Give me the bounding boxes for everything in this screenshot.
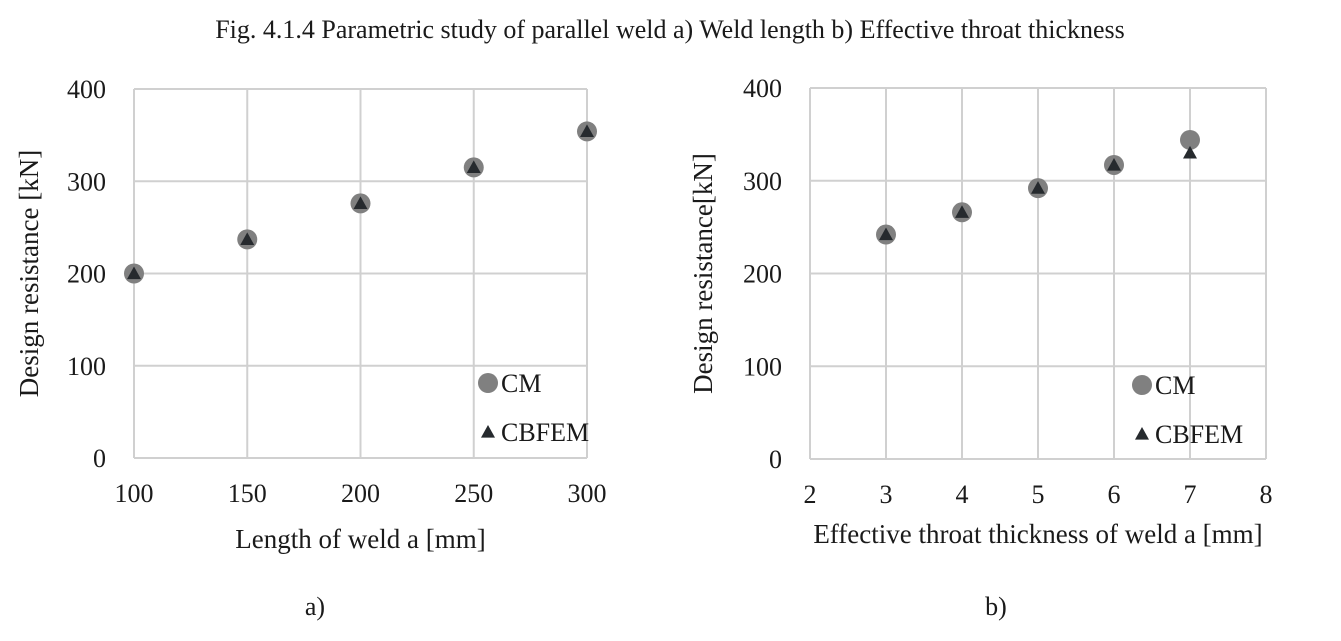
x-tick-label: 5 xyxy=(1032,480,1045,509)
x-tick-label: 250 xyxy=(454,479,493,508)
cbfem-point xyxy=(955,205,969,218)
cbfem-point xyxy=(1107,157,1121,171)
cbfem-point xyxy=(580,124,594,138)
y-tick-label: 300 xyxy=(67,167,106,196)
panel-label: a) xyxy=(305,592,325,621)
figure-title: Fig. 4.1.4 Parametric study of parallel … xyxy=(215,15,1125,44)
y-tick-label: 300 xyxy=(743,167,782,196)
y-tick-label: 100 xyxy=(67,352,106,381)
y-tick-label: 0 xyxy=(93,444,106,473)
chart-b-throat-thickness: 2 3 4 5 6 7 8 0 100 200 300 400 Effective throat thi… xyxy=(688,74,1273,621)
x-tick-label: 6 xyxy=(1108,480,1121,509)
legend-label-cbfem: CBFEM xyxy=(501,418,589,447)
x-tick-label: 200 xyxy=(341,479,380,508)
cbfem-point xyxy=(240,232,255,245)
x-tick-label: 2 xyxy=(804,480,817,509)
legend-cbfem-marker xyxy=(481,425,495,438)
cbfem-point xyxy=(127,266,141,280)
legend-label-cbfem: CBFEM xyxy=(1155,420,1243,449)
legend-label-cm: CM xyxy=(501,369,541,398)
x-tick-label: 3 xyxy=(880,480,893,509)
x-tick-label: 300 xyxy=(568,479,607,508)
cbfem-point xyxy=(879,227,893,241)
y-tick-label: 0 xyxy=(769,445,782,474)
y-axis-label: Design resistance[kN] xyxy=(688,153,718,394)
y-tick-label: 200 xyxy=(67,260,106,289)
y-axis-label: Design resistance [kN] xyxy=(14,150,44,397)
x-tick-label: 150 xyxy=(228,479,267,508)
panel-label: b) xyxy=(985,592,1007,621)
x-axis-label: Length of weld a [mm] xyxy=(235,524,485,554)
chart-a-weld-length: 100 150 200 250 300 0 100 200 300 400 Length of we… xyxy=(14,75,607,621)
legend-label-cm: CM xyxy=(1155,371,1195,400)
cbfem-point xyxy=(466,160,481,174)
x-axis-label: Effective throat thickness of weld a [mm… xyxy=(813,519,1262,549)
y-tick-label: 200 xyxy=(743,260,782,289)
legend-cm-marker xyxy=(478,373,498,393)
legend-cm-marker xyxy=(1132,375,1152,395)
y-tick-label: 400 xyxy=(67,75,106,104)
legend-cbfem-marker xyxy=(1135,427,1149,440)
y-tick-label: 100 xyxy=(743,352,782,381)
x-tick-label: 4 xyxy=(956,480,969,509)
cbfem-point xyxy=(353,196,368,209)
y-tick-label: 400 xyxy=(743,74,782,103)
x-tick-label: 100 xyxy=(115,479,154,508)
cm-point xyxy=(1180,129,1200,150)
cbfem-point xyxy=(1183,145,1197,159)
x-tick-label: 8 xyxy=(1260,480,1273,509)
x-tick-label: 7 xyxy=(1184,480,1197,509)
cbfem-point xyxy=(1031,181,1045,194)
